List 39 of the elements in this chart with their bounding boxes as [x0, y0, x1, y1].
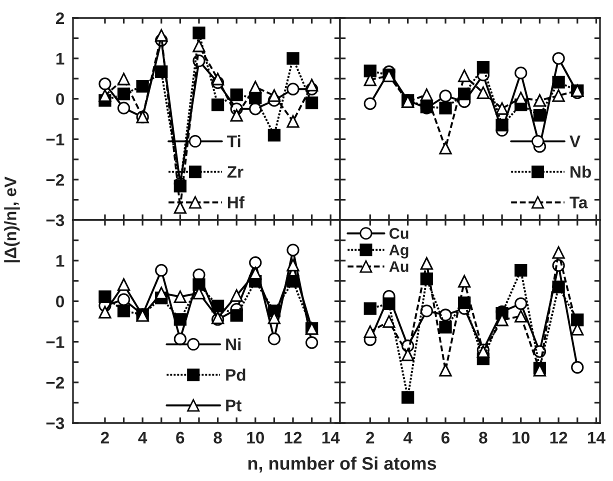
- y-tick-label: −3: [46, 417, 64, 430]
- y-tick-label: 2: [56, 12, 64, 24]
- y-tick-label: 0: [56, 93, 64, 106]
- legend-label: Ti: [227, 135, 240, 148]
- y-tick-label: −2: [46, 376, 64, 388]
- x-tick-label: 2: [366, 432, 374, 444]
- legend-label: Hf: [228, 196, 244, 208]
- x-tick-label: 14: [322, 432, 340, 444]
- y-tick-label: 1: [56, 255, 64, 267]
- legend-label: Au: [389, 261, 408, 272]
- x-tick-label: 6: [441, 432, 450, 444]
- y-tick-label: 0: [56, 296, 64, 308]
- y-axis-title: |Δ(n)/n|, eV: [4, 176, 20, 262]
- x-tick-label: 2: [100, 432, 109, 444]
- legend-label: Zr: [227, 166, 244, 178]
- legend-label: Ni: [226, 338, 241, 350]
- x-tick-label: 6: [176, 432, 184, 444]
- x-tick-label: 4: [403, 432, 412, 444]
- x-tick-label: 8: [479, 432, 488, 444]
- x-tick-label: 8: [214, 432, 222, 444]
- y-tick-label: −2: [46, 174, 64, 186]
- x-tick-label: 12: [284, 432, 302, 444]
- y-tick-label: −1: [46, 134, 64, 146]
- legend-label: Nb: [570, 166, 591, 178]
- y-tick-label: 1: [56, 52, 64, 64]
- legend-label: Cu: [390, 228, 408, 239]
- x-tick-label: 10: [512, 432, 530, 444]
- x-axis-title: n, number of Si atoms: [248, 456, 436, 472]
- x-tick-label: 14: [588, 432, 606, 444]
- legend-label: Ta: [570, 196, 588, 208]
- x-tick-label: 10: [247, 432, 264, 444]
- legend-label: Ag: [389, 244, 408, 258]
- legend-label: Pt: [226, 400, 242, 412]
- y-tick-label: −1: [46, 336, 64, 348]
- legend-label: V: [570, 136, 580, 148]
- x-tick-label: 4: [138, 432, 148, 444]
- y-tick-label: −3: [46, 214, 64, 226]
- legend-label: Pd: [226, 368, 246, 381]
- x-tick-label: 12: [550, 432, 568, 444]
